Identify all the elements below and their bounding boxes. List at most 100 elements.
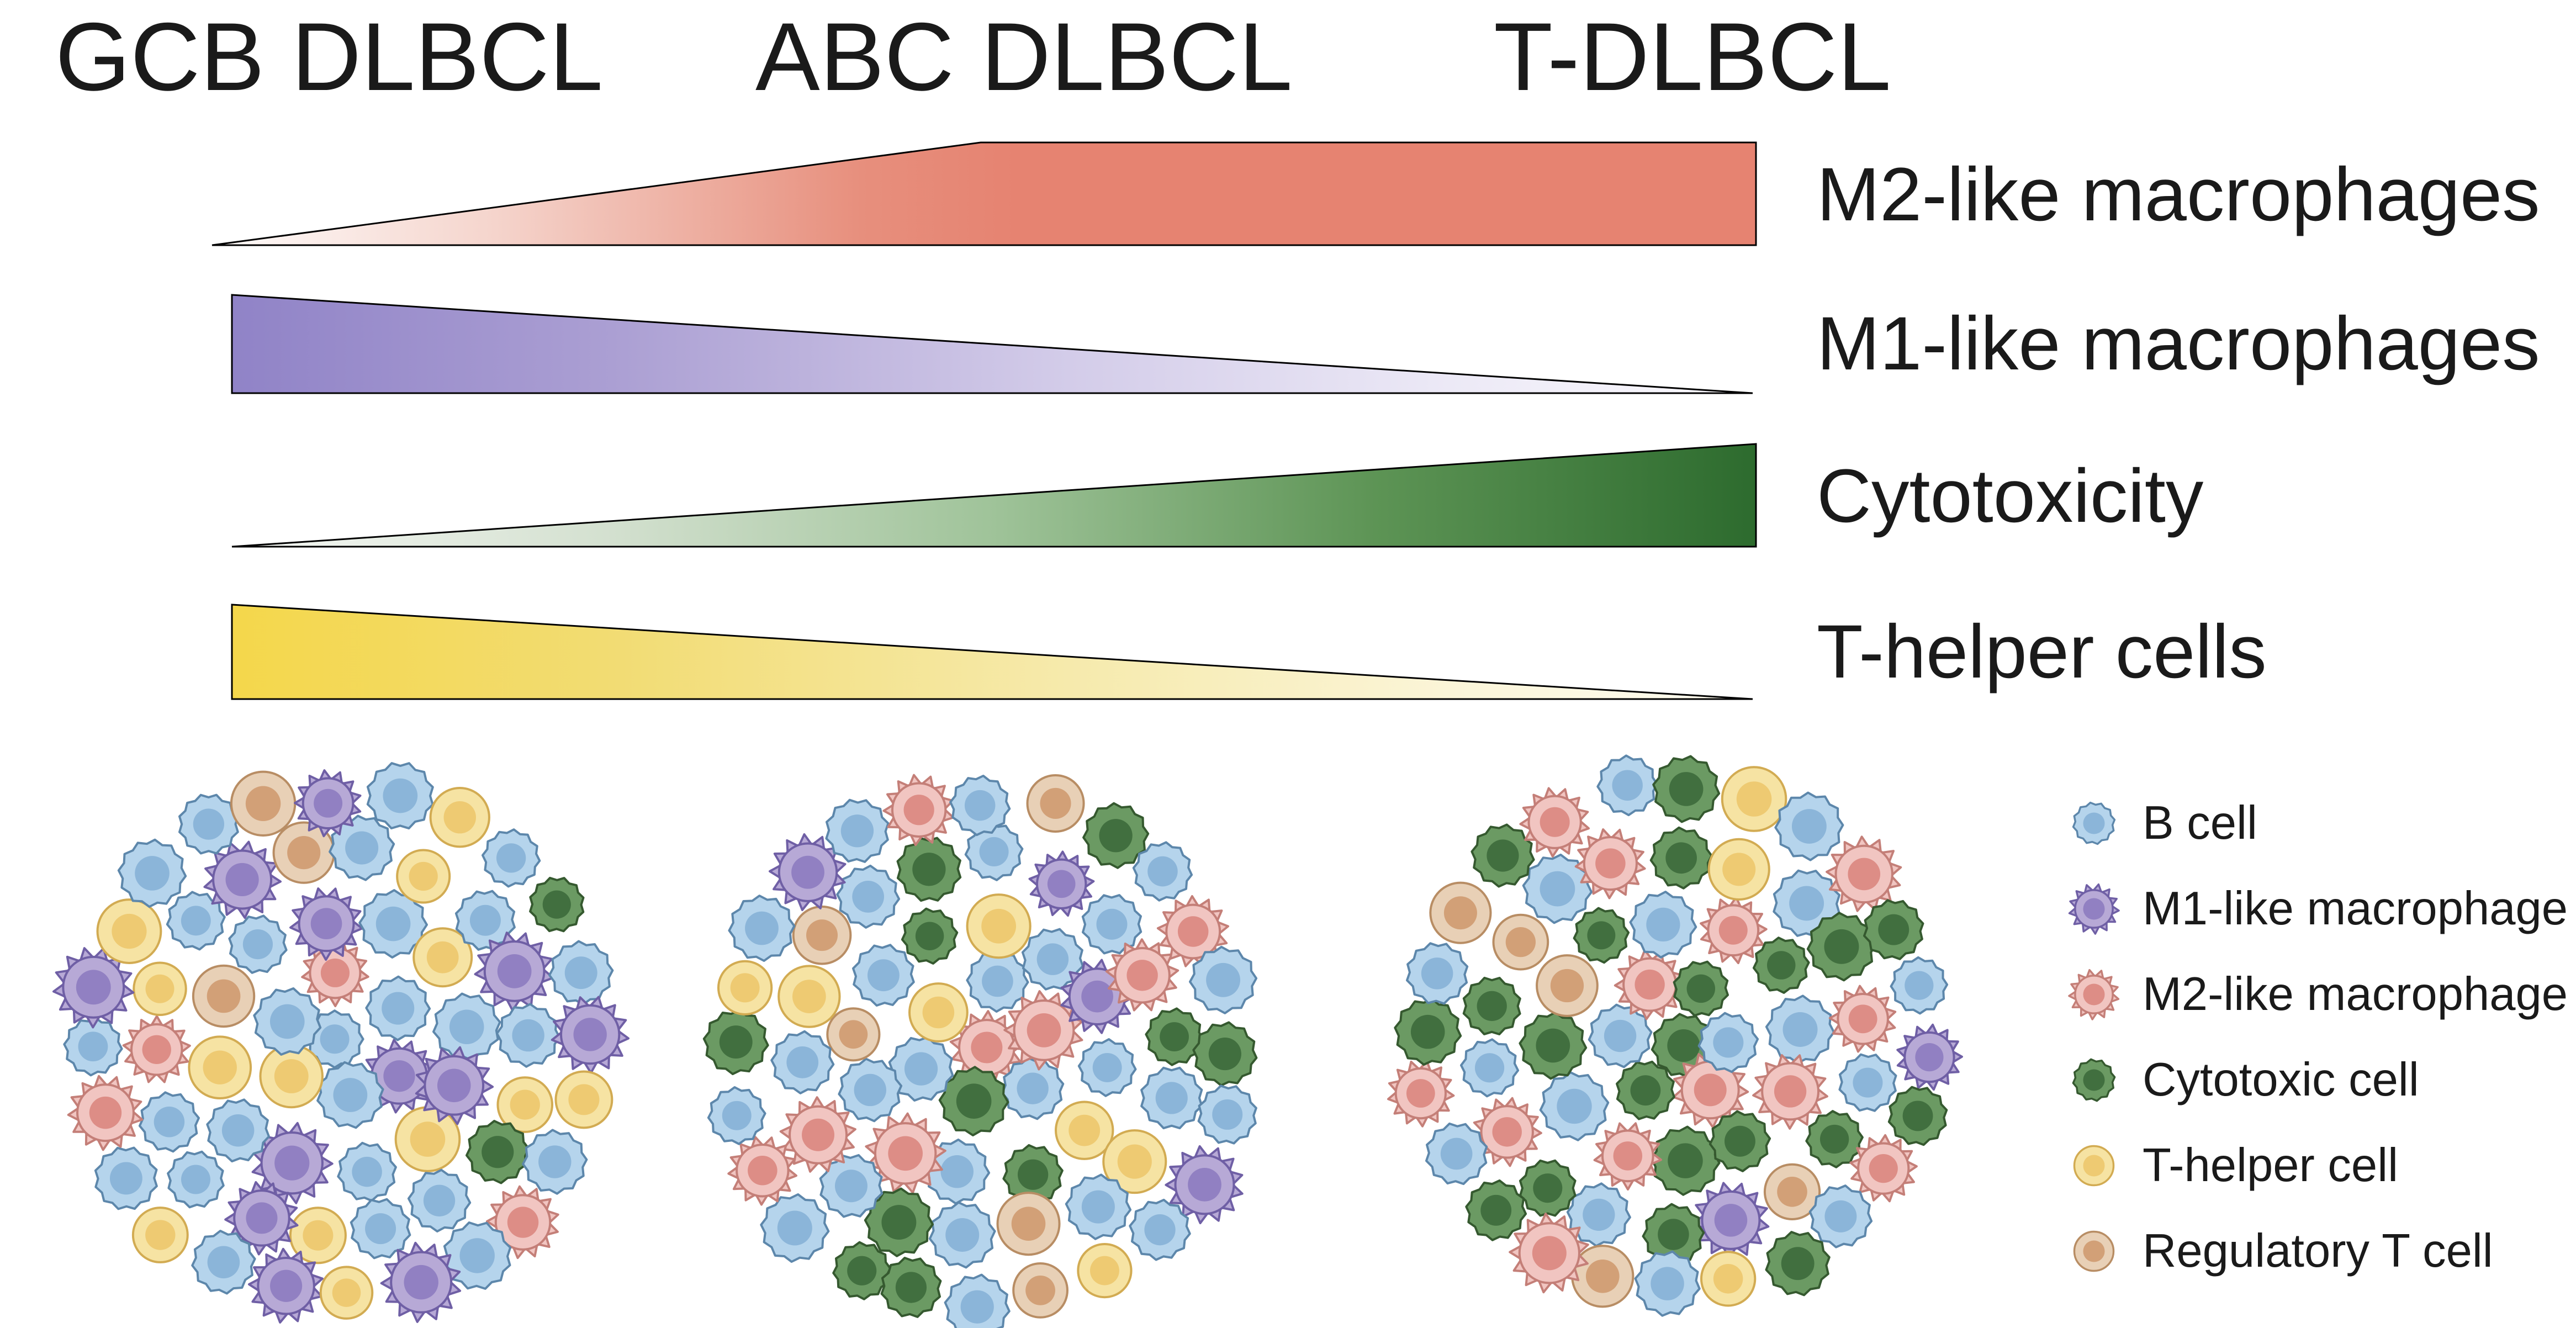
t-helper-cell-icon bbox=[1055, 1101, 1114, 1160]
m1-like-macrophage-icon bbox=[52, 947, 135, 1029]
b-cell-icon bbox=[329, 814, 395, 881]
b-cell-icon bbox=[949, 775, 1011, 837]
b-cell-icon bbox=[138, 1091, 200, 1153]
cytotoxic-cell-icon bbox=[2072, 1058, 2116, 1102]
m2-like-macrophage-icon bbox=[1849, 1134, 1918, 1203]
t-helper-cell-icon bbox=[1721, 766, 1787, 832]
m2-like-macrophage-icon bbox=[1826, 835, 1902, 912]
cytotoxic-cell-icon bbox=[1462, 976, 1521, 1035]
cytotoxic-cell-icon bbox=[1471, 823, 1535, 888]
t-helper-cell-icon bbox=[2073, 1145, 2115, 1187]
column-header-abc-dlbcl: ABC DLBCL bbox=[755, 3, 1293, 111]
cytotoxic-cell-icon bbox=[880, 1257, 942, 1318]
regulatory-t-cell-icon bbox=[1492, 913, 1549, 971]
regulatory-t-cell-icon bbox=[792, 905, 852, 965]
m2-like-macrophage-icon bbox=[2068, 969, 2120, 1020]
m2-like-macrophage-icon bbox=[865, 1112, 946, 1194]
cytotoxic-cell-icon bbox=[1650, 1125, 1721, 1196]
legend-item-b-cell: B cell bbox=[2065, 795, 2568, 852]
t-helper-cell-icon bbox=[396, 849, 451, 904]
b-cell-icon bbox=[365, 975, 431, 1041]
regulatory-t-cell-icon bbox=[230, 770, 297, 837]
m2-like-macrophage-icon bbox=[1574, 828, 1646, 900]
m2-like-macrophage-icon bbox=[2068, 969, 2120, 1020]
m1-like-macrophage-icon bbox=[769, 833, 847, 911]
m1-macrophages-label: M1-like macrophages bbox=[1817, 301, 2540, 386]
m2-like-macrophage-icon bbox=[1700, 896, 1768, 965]
t-helper-cell-icon bbox=[717, 960, 773, 1016]
column-header-t-dlbcl: T-DLBCL bbox=[1494, 3, 1891, 111]
m2-like-macrophage-icon bbox=[1003, 990, 1083, 1071]
t-helper-cell-icon bbox=[133, 961, 187, 1017]
regulatory-t-cell-icon bbox=[1429, 881, 1492, 944]
t-helper-cell-icon bbox=[188, 1035, 252, 1100]
cytotoxic-cell-icon bbox=[1519, 1159, 1577, 1217]
b-cell-icon bbox=[63, 1017, 123, 1077]
legend-label-regulatory-t-cell: Regulatory T cell bbox=[2143, 1225, 2493, 1277]
cytotoxic-cell-icon bbox=[896, 837, 962, 902]
b-cell-icon bbox=[838, 1057, 903, 1123]
b-cell-icon bbox=[1129, 1198, 1191, 1261]
m2-like-macrophage-icon bbox=[122, 1015, 191, 1083]
b-cell-icon bbox=[888, 1036, 954, 1102]
m1-like-macrophage-icon bbox=[1165, 1145, 1244, 1224]
m2-like-macrophage-icon bbox=[67, 1075, 144, 1151]
b-cell-icon bbox=[1001, 1056, 1065, 1120]
t-helper-cell-icon bbox=[319, 1266, 374, 1320]
t-helper-cell-icon bbox=[1700, 1251, 1757, 1307]
cytotoxic-cell-icon bbox=[1765, 1231, 1831, 1297]
m2-like-macrophage-icon bbox=[1519, 787, 1590, 858]
m1-like-macrophage-icon bbox=[474, 932, 554, 1012]
cytotoxic-cell-icon bbox=[1082, 802, 1150, 869]
regulatory-t-cell-icon bbox=[996, 1192, 1061, 1256]
t-helper-cell-icon bbox=[96, 898, 162, 964]
cytotoxicity-label: Cytotoxicity bbox=[1817, 454, 2204, 538]
b-cell-icon bbox=[166, 891, 226, 951]
cytotoxic-cell-icon bbox=[529, 876, 585, 933]
gcb-dlbcl-cell-cluster bbox=[52, 762, 630, 1324]
b-cell-icon bbox=[770, 1030, 835, 1094]
b-cell-icon bbox=[117, 838, 187, 908]
regulatory-t-cell-icon bbox=[1536, 954, 1599, 1017]
b-cell-icon bbox=[94, 1146, 158, 1210]
m1-like-macrophage-icon bbox=[248, 1247, 324, 1324]
t-helper-cell-icon bbox=[394, 1106, 461, 1172]
t-helper-cell-icon bbox=[289, 1207, 347, 1264]
m1-like-macrophage-icon bbox=[415, 1046, 494, 1125]
b-cell-icon bbox=[443, 1221, 512, 1290]
b-cell-icon bbox=[253, 987, 322, 1056]
m2-like-macrophage-icon bbox=[485, 1185, 559, 1260]
cytotoxic-cell-icon bbox=[1616, 1060, 1675, 1120]
m2-like-macrophage-icon bbox=[1828, 985, 1897, 1053]
cytotoxic-cell-icon bbox=[1806, 912, 1876, 982]
legend-label-m2-like-macrophage: M2-like macrophage bbox=[2143, 968, 2568, 1020]
legend-label-cytotoxic-cell: Cytotoxic cell bbox=[2143, 1054, 2419, 1106]
m1-like-macrophage-icon bbox=[294, 769, 362, 838]
m1-like-macrophage-icon bbox=[203, 840, 282, 919]
m1-like-macrophage-icon bbox=[2068, 883, 2120, 935]
b-cell-icon bbox=[366, 762, 434, 830]
t-helper-gradient-wedge bbox=[231, 604, 1753, 700]
t-helper-cell-icon bbox=[429, 787, 490, 848]
m2-like-macrophage-icon bbox=[1156, 895, 1229, 967]
cytotoxic-cell-icon bbox=[1649, 826, 1713, 890]
legend-item-t-helper-cell: T-helper cell bbox=[2065, 1137, 2568, 1194]
m1-like-macrophage-icon bbox=[1028, 850, 1095, 917]
cytotoxic-cell-icon bbox=[1192, 1021, 1258, 1087]
m2-like-macrophage-icon bbox=[727, 1136, 797, 1206]
legend-item-cytotoxic-cell: Cytotoxic cell bbox=[2065, 1051, 2568, 1109]
b-cell-icon bbox=[191, 1230, 256, 1295]
b-cell-icon bbox=[1522, 853, 1593, 924]
b-cell-icon bbox=[407, 1168, 472, 1232]
m2-macrophages-label: M2-like macrophages bbox=[1817, 152, 2540, 237]
regulatory-t-cell-icon bbox=[1026, 774, 1085, 833]
b-cell-icon bbox=[836, 864, 901, 929]
cytotoxicity-gradient-wedge bbox=[231, 443, 1757, 548]
b-cell-icon bbox=[1774, 791, 1844, 861]
b-cell-icon bbox=[495, 1003, 561, 1068]
m2-like-macrophage-icon bbox=[1752, 1054, 1828, 1130]
m1-like-macrophage-icon bbox=[380, 1241, 462, 1323]
cytotoxic-cell-icon bbox=[1002, 1144, 1064, 1205]
b-cell-icon bbox=[1077, 1038, 1137, 1097]
